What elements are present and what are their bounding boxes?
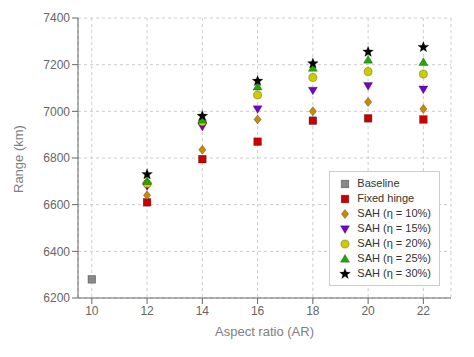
svg-text:18: 18	[306, 304, 320, 318]
svg-text:14: 14	[196, 304, 210, 318]
svg-text:7200: 7200	[43, 58, 70, 72]
html-text:Baseline: Baseline	[357, 177, 400, 189]
svg-text:12: 12	[140, 304, 154, 318]
svg-text:Range (km): Range (km)	[11, 125, 26, 193]
html-text:SAH (η = 30%): SAH (η = 30%)	[357, 267, 431, 279]
svg-text:10: 10	[85, 304, 99, 318]
svg-text:6400: 6400	[43, 245, 70, 259]
svg-text:16: 16	[251, 304, 265, 318]
svg-text:6200: 6200	[43, 291, 70, 305]
svg-text:6800: 6800	[43, 151, 70, 165]
svg-text:22: 22	[417, 304, 431, 318]
svg-text:7000: 7000	[43, 105, 70, 119]
svg-text:6600: 6600	[43, 198, 70, 212]
html-text:Fixed hinge: Fixed hinge	[357, 192, 415, 204]
html-text:SAH (η = 25%): SAH (η = 25%)	[357, 252, 431, 264]
html-text:SAH (η = 20%): SAH (η = 20%)	[357, 237, 431, 249]
svg-text:Aspect ratio (AR): Aspect ratio (AR)	[215, 324, 314, 339]
svg-text:20: 20	[361, 304, 375, 318]
html-text:SAH (η = 15%): SAH (η = 15%)	[357, 222, 431, 234]
svg-text:7400: 7400	[43, 11, 70, 25]
html-text:SAH (η = 10%): SAH (η = 10%)	[357, 207, 431, 219]
